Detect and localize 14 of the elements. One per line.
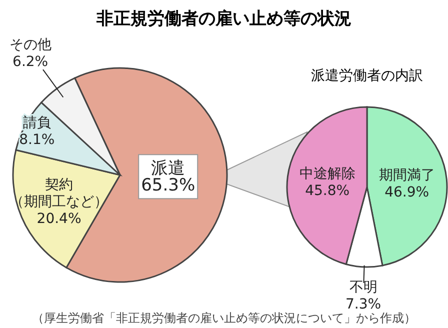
data-label: 7.3% — [345, 296, 382, 312]
data-label: 6.2% — [12, 54, 48, 70]
data-label: 20.4% — [36, 211, 82, 228]
slice-label: 期間満了 — [378, 168, 435, 184]
chart-title: 派遣労働者の内訳 — [311, 68, 423, 84]
slice-label: 契約（期間工など） — [10, 177, 108, 210]
text: （厚生労働省「非正規労働者の雇い止め等の状況について」から作成） — [32, 311, 416, 325]
slice-label: その他 — [9, 36, 52, 53]
data-label: 46.9% — [384, 184, 430, 201]
data-label: 8.1% — [19, 132, 55, 148]
chart-title: 非正規労働者の雇い止め等の状況 — [96, 9, 352, 29]
slice-label: 不明 — [349, 279, 378, 296]
slice-label: 中途解除 — [299, 166, 356, 182]
data-label: 45.8% — [305, 183, 350, 200]
